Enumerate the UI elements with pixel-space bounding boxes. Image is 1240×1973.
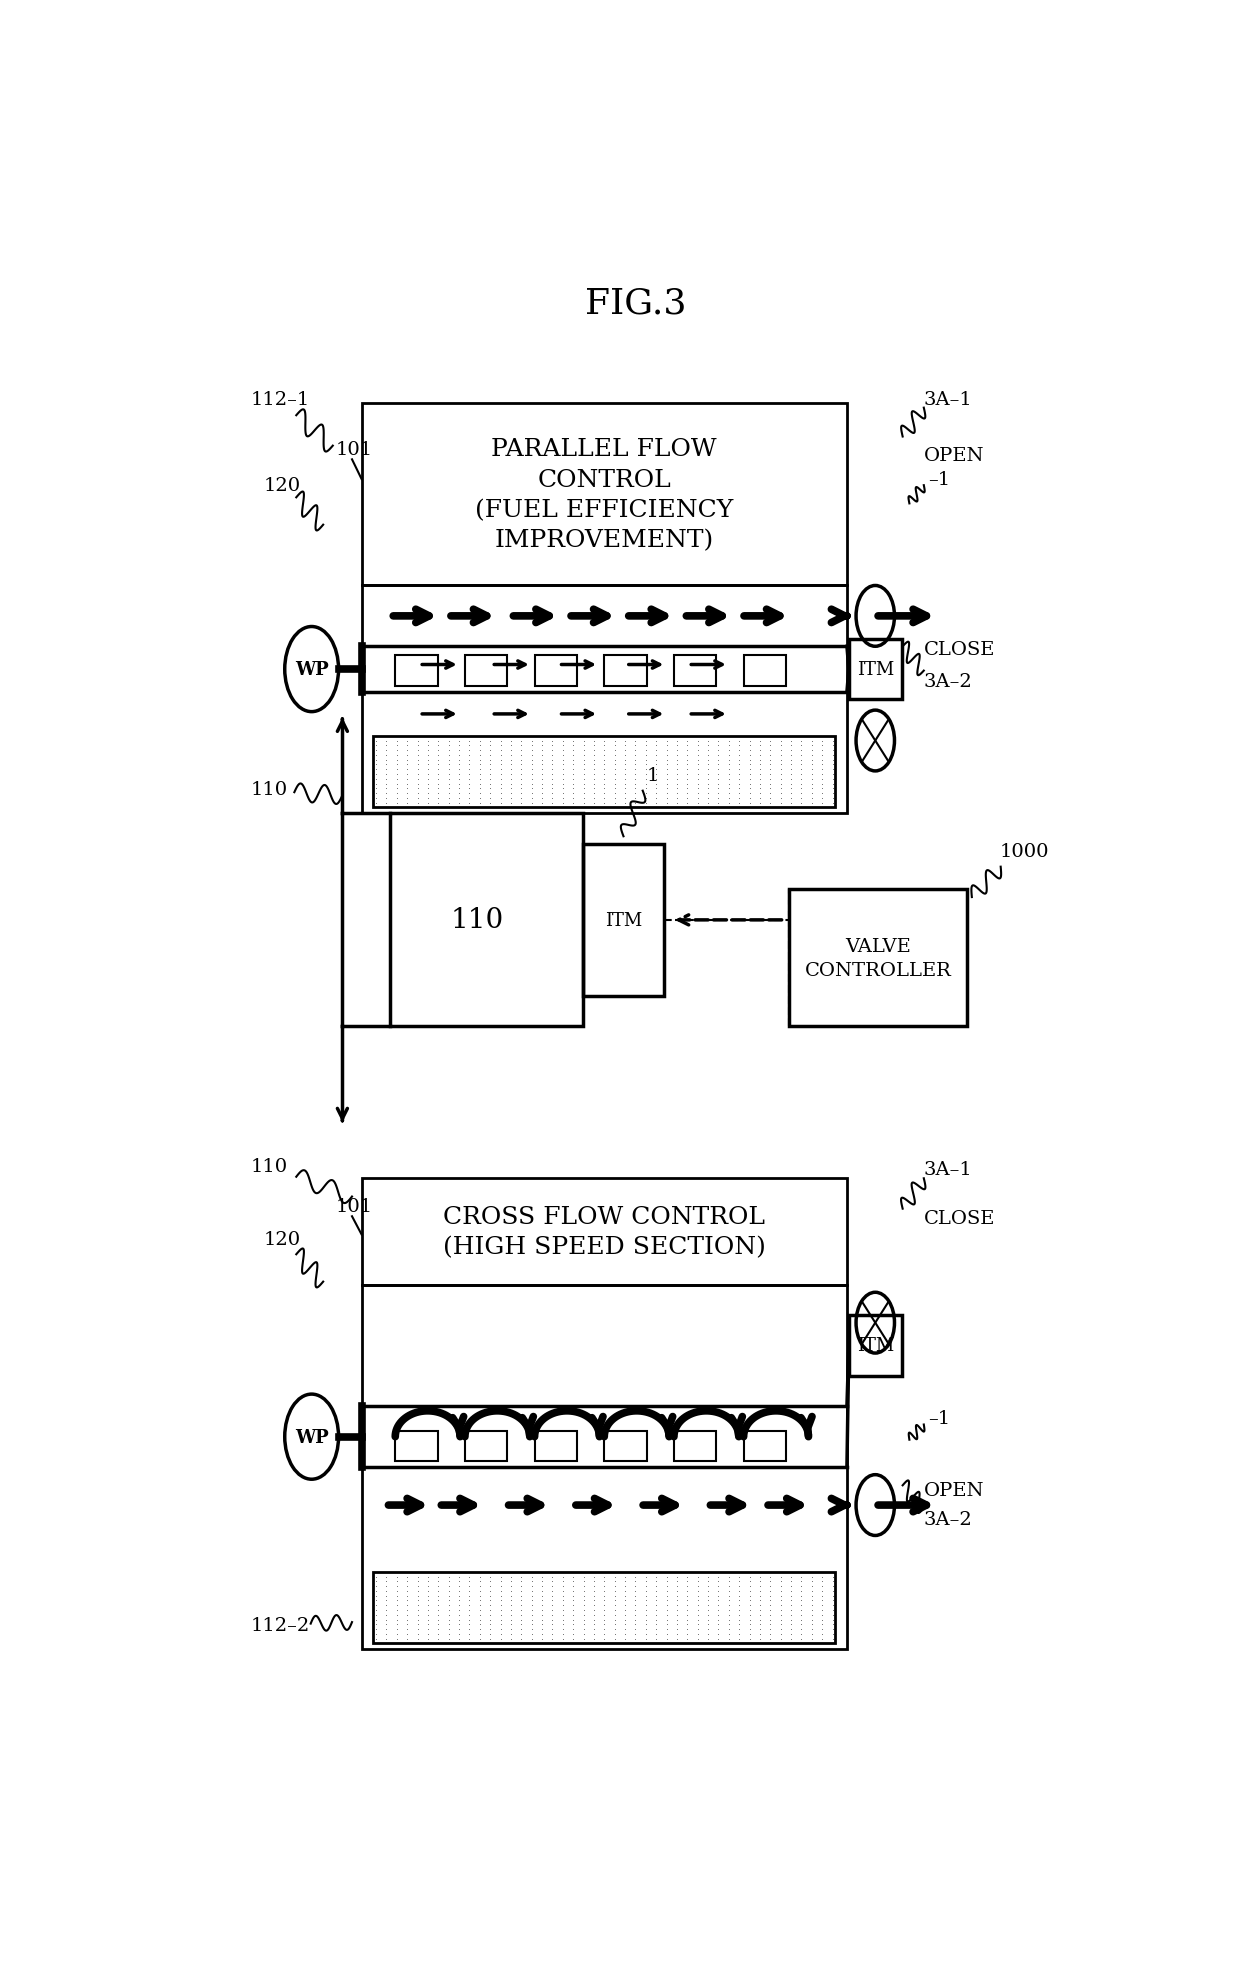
Text: 101: 101 xyxy=(336,1198,373,1215)
Text: 1: 1 xyxy=(646,767,658,785)
Text: 101: 101 xyxy=(336,440,373,458)
Text: OPEN: OPEN xyxy=(924,446,985,464)
Bar xyxy=(396,657,438,687)
Bar xyxy=(534,657,577,687)
Text: 120: 120 xyxy=(264,1231,301,1249)
Bar xyxy=(373,736,836,809)
Text: 3A–2: 3A–2 xyxy=(924,1509,972,1527)
Bar xyxy=(362,586,847,815)
Bar xyxy=(465,657,507,687)
Text: –1: –1 xyxy=(928,472,950,489)
Text: PARALLEL FLOW
CONTROL
(FUEL EFFICIENCY
IMPROVEMENT): PARALLEL FLOW CONTROL (FUEL EFFICIENCY I… xyxy=(475,438,733,552)
Bar xyxy=(373,1572,836,1644)
Text: 120: 120 xyxy=(264,477,301,495)
Text: FIG.3: FIG.3 xyxy=(585,286,686,320)
Bar xyxy=(362,1284,847,1649)
Bar xyxy=(744,657,786,687)
Text: 112–2: 112–2 xyxy=(250,1616,310,1634)
Bar xyxy=(849,1316,901,1377)
Text: 110: 110 xyxy=(250,781,288,799)
Text: 110: 110 xyxy=(250,1158,288,1176)
Bar xyxy=(465,1430,507,1462)
Text: 1000: 1000 xyxy=(999,842,1049,860)
Bar xyxy=(396,1430,438,1462)
Text: 3A–1: 3A–1 xyxy=(924,391,972,408)
Bar xyxy=(583,844,665,996)
Text: VALVE
CONTROLLER: VALVE CONTROLLER xyxy=(805,937,951,979)
Text: CLOSE: CLOSE xyxy=(924,1209,996,1227)
Bar xyxy=(744,1430,786,1462)
Text: 112–1: 112–1 xyxy=(250,391,310,408)
Text: CLOSE: CLOSE xyxy=(924,641,996,659)
Text: ITM: ITM xyxy=(857,1338,894,1355)
Text: WP: WP xyxy=(295,1428,329,1446)
Text: OPEN: OPEN xyxy=(924,1482,985,1499)
Text: WP: WP xyxy=(295,661,329,679)
Text: ITM: ITM xyxy=(605,912,642,929)
Text: ITM: ITM xyxy=(857,661,894,679)
Bar xyxy=(675,1430,717,1462)
Bar xyxy=(362,404,847,586)
Bar xyxy=(675,657,717,687)
Bar xyxy=(789,890,967,1026)
Text: 110: 110 xyxy=(450,908,503,933)
Text: 3A–2: 3A–2 xyxy=(924,673,972,691)
Text: CROSS FLOW CONTROL
(HIGH SPEED SECTION): CROSS FLOW CONTROL (HIGH SPEED SECTION) xyxy=(443,1206,766,1259)
Bar xyxy=(849,639,901,700)
Bar xyxy=(391,815,583,1026)
Text: –1: –1 xyxy=(928,1411,950,1428)
Bar xyxy=(604,657,646,687)
Bar xyxy=(362,1178,847,1284)
Bar xyxy=(604,1430,646,1462)
Text: 3A–1: 3A–1 xyxy=(924,1160,972,1178)
Bar xyxy=(534,1430,577,1462)
